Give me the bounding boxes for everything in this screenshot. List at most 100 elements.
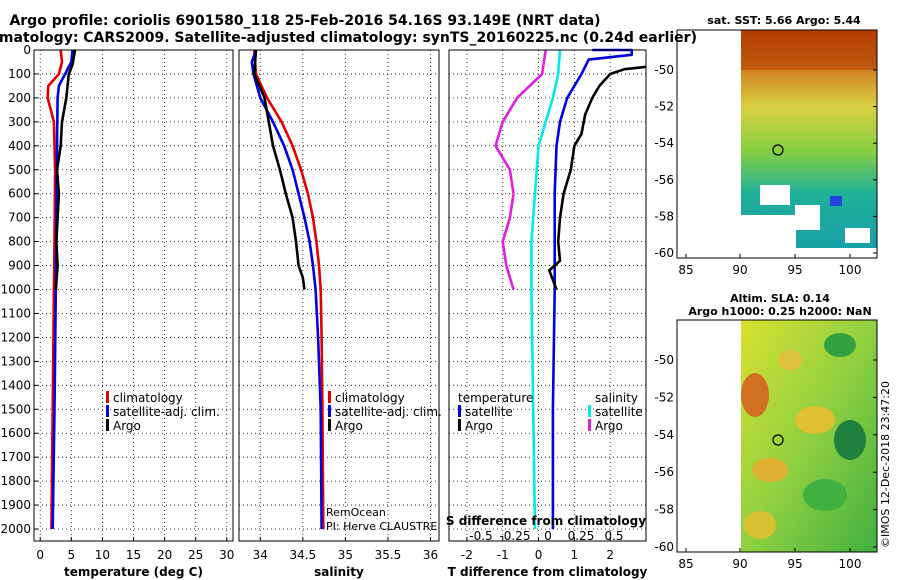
x-tick-label: 0	[36, 548, 44, 562]
map-x-tick-label: 100	[839, 263, 862, 277]
legend-temperature-title: temperature	[458, 391, 533, 405]
sst-map-title: sat. SST: 5.66 Argo: 5.44	[707, 14, 861, 27]
sst-gap	[760, 185, 790, 205]
series-line-t-satellite	[551, 48, 634, 529]
legend-swatch-argo	[106, 419, 109, 431]
sst-warm-band	[741, 30, 877, 70]
y-tick-label: 1200	[0, 330, 31, 344]
sla-high	[744, 511, 776, 539]
x-axis-label: temperature (deg C)	[64, 565, 203, 579]
map-x-tick-label: 100	[839, 557, 862, 571]
s-diff-tick: 0.5	[604, 529, 623, 543]
x-tick-label: 15	[126, 548, 141, 562]
x-tick-label: 25	[188, 548, 203, 562]
map-y-tick-label: -54	[654, 136, 674, 150]
sla-low	[834, 420, 866, 460]
title-line-1: Argo profile: coriolis 6901580_118 25-Fe…	[9, 13, 600, 29]
y-tick-label: 500	[8, 163, 31, 177]
y-tick-label: 800	[8, 235, 31, 249]
map-y-tick-label: -50	[654, 63, 674, 77]
sst-gap	[795, 205, 820, 230]
map-y-tick-label: -58	[654, 503, 674, 517]
sla-map: Altim. SLA: 0.14 Argo h1000: 0.25 h2000:…	[654, 292, 878, 571]
legend-swatch-s-argo	[588, 419, 591, 431]
x-tick-label: 30	[219, 548, 234, 562]
map-x-tick-label: 95	[787, 557, 802, 571]
y-tick-label: 1700	[0, 450, 31, 464]
map-y-tick-label: -56	[654, 465, 674, 479]
y-tick-label: 0	[23, 43, 31, 57]
sst-map-frame	[676, 29, 878, 259]
plot-frame	[33, 49, 234, 542]
map-y-tick-label: -50	[654, 353, 674, 367]
sst-field	[741, 30, 877, 258]
legend-salinity-title: salinity	[595, 391, 638, 405]
legend-swatch-satellite-adj	[328, 405, 331, 417]
s-diff-tick: -0.5	[469, 529, 492, 543]
sla-low	[803, 479, 847, 511]
y-tick-label: 1300	[0, 354, 31, 368]
map-y-tick-label: -56	[654, 173, 674, 187]
sla-low	[824, 333, 856, 357]
x-tick-label: 35	[338, 548, 353, 562]
salinity-legend: climatology satellite-adj. clim. Argo Re…	[326, 391, 442, 533]
sst-map: sat. SST: 5.66 Argo: 5.44 85 90 95 100 -50 -5…	[654, 14, 878, 277]
legend-swatch-t-satellite	[458, 405, 461, 417]
x-tick-label: 2	[606, 548, 614, 562]
plot-frame	[238, 49, 440, 542]
sst-cold-patch	[830, 196, 842, 206]
y-tick-label: 700	[8, 211, 31, 225]
legend-argo: Argo	[113, 419, 141, 433]
legend-swatch-climatology	[106, 391, 109, 403]
x-axis-label: T difference from climatology	[448, 565, 648, 579]
y-tick-label: 1500	[0, 402, 31, 416]
legend-swatch-climatology	[328, 391, 331, 403]
sst-map-ticks: 85 90 95 100 -50 -52 -54 -56 -58 -60	[654, 63, 877, 277]
temperature-panel: 0 5 10 15 20 25 300100200300400500600700800900…	[0, 43, 234, 579]
s-diff-tick: -0.25	[499, 529, 530, 543]
legend-climatology: climatology	[335, 391, 405, 405]
series-line-argo	[54, 49, 77, 290]
y-tick-label: 1100	[0, 306, 31, 320]
argo-position-marker	[772, 144, 784, 156]
map-y-tick-label: -52	[654, 100, 674, 114]
legend-s-argo: Argo	[595, 419, 623, 433]
x-tick-label: 35.5	[375, 548, 402, 562]
x-tick-label: 10	[95, 548, 110, 562]
y-tick-label: 1400	[0, 378, 31, 392]
credit-stamp: ©IMOS 12-Dec-2018 23:47:20	[879, 381, 892, 548]
title-line-2: Climatology: CARS2009. Satellite-adjuste…	[0, 30, 697, 46]
map-x-tick-label: 95	[787, 263, 802, 277]
y-tick-label: 1000	[0, 283, 31, 297]
legend-s-satellite: satellite	[595, 405, 643, 419]
difference-panel: -2 -1 0 1 2 T difference from climatology	[448, 48, 648, 579]
map-x-tick-label: 90	[732, 263, 747, 277]
map-y-tick-label: -58	[654, 209, 674, 223]
x-tick-label: 20	[157, 548, 172, 562]
x-tick-label: 36	[423, 548, 438, 562]
s-diff-tick: 0	[544, 529, 552, 543]
x-tick-label: -1	[497, 548, 509, 562]
sla-high	[795, 406, 835, 434]
legend-argo: Argo	[335, 419, 363, 433]
legend-t-satellite: satellite	[465, 405, 513, 419]
sst-gap	[741, 215, 796, 248]
x-axis-label: salinity	[314, 565, 364, 579]
x-tick-label: 34	[253, 548, 268, 562]
difference-legend: temperature satellite Argo salinity sate…	[446, 391, 646, 543]
argo-position-marker	[772, 434, 784, 446]
sla-map-title-2: Argo h1000: 0.25 h2000: NaN	[688, 305, 871, 318]
legend-swatch-s-satellite	[588, 405, 591, 417]
x-tick-label: 0	[535, 548, 543, 562]
annotation-project: RemOcean	[326, 506, 386, 519]
map-x-tick-label: 85	[678, 557, 693, 571]
series-line-satellite-adj-clim-	[51, 49, 74, 530]
sla-map-frame	[676, 319, 878, 553]
series-line-climatology	[46, 49, 64, 530]
x-tick-label: 5	[67, 548, 75, 562]
annotation-pi: PI: Herve CLAUSTRE	[326, 520, 437, 533]
legend-swatch-argo	[328, 419, 331, 431]
y-tick-label: 2000	[0, 522, 31, 536]
legend-swatch-t-argo	[458, 419, 461, 431]
